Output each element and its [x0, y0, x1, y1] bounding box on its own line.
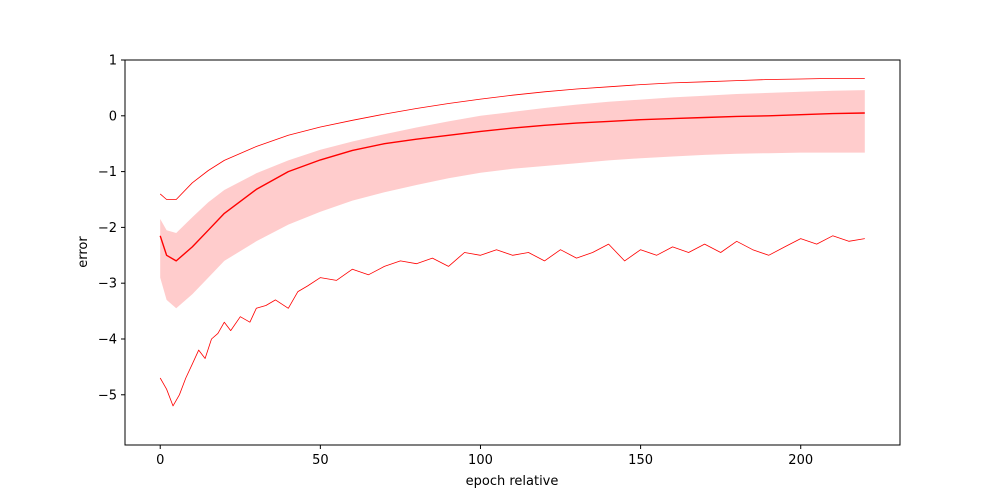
y-tick-label: 1 — [109, 54, 117, 69]
y-tick-label: 0 — [109, 109, 117, 124]
series-line-1 — [159, 112, 865, 262]
y-tick-label: −2 — [98, 221, 117, 236]
plot-area — [159, 78, 865, 407]
series-layer — [159, 78, 865, 407]
x-tick-label: 50 — [312, 453, 329, 468]
x-tick-label: 200 — [788, 453, 813, 468]
x-tick-label: 150 — [628, 453, 653, 468]
y-axis-ticks: 1 0 −1 −2 −3 −4 −5 — [98, 54, 125, 403]
std-band — [160, 90, 865, 309]
series-line-2 — [159, 78, 865, 200]
x-axis-ticks: 0 50 100 150 200 — [156, 445, 813, 468]
x-tick-label: 0 — [156, 453, 164, 468]
y-tick-label: −1 — [98, 165, 117, 180]
x-axis-label: epoch relative — [466, 474, 559, 489]
y-tick-label: −3 — [98, 277, 117, 292]
x-tick-label: 100 — [468, 453, 493, 468]
y-tick-label: −4 — [98, 332, 117, 347]
plot-frame — [124, 59, 901, 446]
y-tick-label: −5 — [98, 388, 117, 403]
band-layer — [160, 90, 865, 309]
series-line-3 — [159, 235, 865, 407]
y-axis-label: error — [76, 236, 91, 268]
